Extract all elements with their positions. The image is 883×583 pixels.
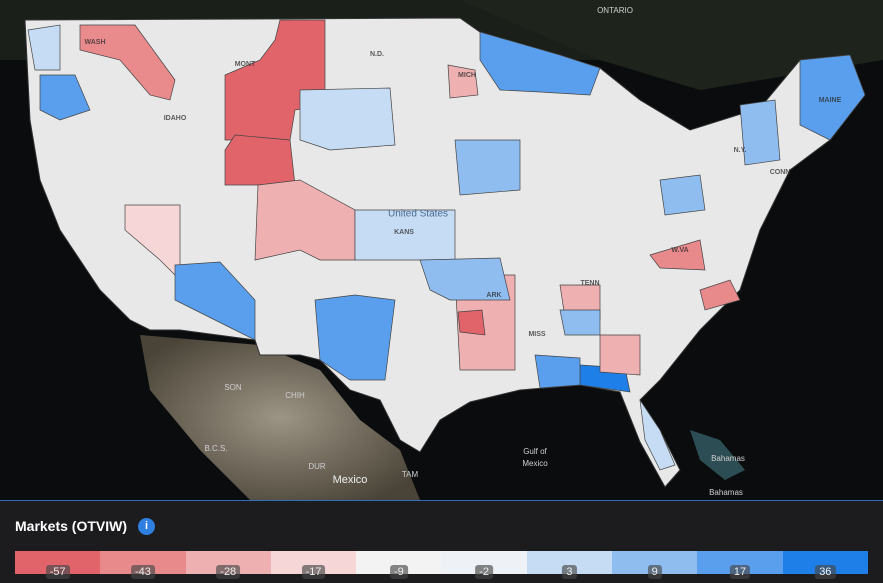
legend-label: -17	[301, 565, 326, 579]
map-label: WASH	[85, 39, 106, 46]
info-icon[interactable]: i	[138, 518, 155, 535]
legend-swatch: -2	[441, 551, 527, 579]
legend-label: -28	[216, 565, 241, 579]
map-label: N.Y.	[734, 147, 747, 154]
map-label: CONN	[770, 169, 791, 176]
map-label: MONT	[235, 61, 256, 68]
map-label: Gulf of	[523, 447, 547, 456]
legend-label: -2	[475, 565, 494, 579]
legend-label: 9	[647, 565, 662, 579]
map-label: ARK	[486, 292, 501, 299]
legend-label: -43	[130, 565, 155, 579]
map-label: W.VA	[671, 247, 688, 254]
map-label: DUR	[308, 462, 326, 471]
map-label: Bahamas	[711, 454, 745, 463]
legend-label: -9	[389, 565, 408, 579]
legend-swatch: -43	[100, 551, 186, 579]
legend-swatch: -28	[185, 551, 271, 579]
map-label: KANS	[394, 229, 414, 236]
legend-title: Markets (OTVIW)	[15, 518, 128, 534]
legend-swatch: -17	[270, 551, 357, 579]
map-label: TENN	[580, 280, 599, 287]
legend-swatch: 17	[697, 551, 783, 579]
map-label: MISS	[528, 331, 545, 338]
legend-label: -57	[45, 565, 70, 579]
legend-scale: -57 -43 -28 -17 -9 -2 3 9 17 36	[15, 551, 868, 579]
map-label: Mexico	[522, 459, 548, 468]
legend-label: 17	[729, 565, 751, 579]
map-label: MICH	[458, 72, 476, 79]
legend-swatch: 36	[782, 551, 868, 579]
map-label: SON	[224, 383, 242, 392]
legend-swatch: 9	[612, 551, 698, 579]
map-label: Mexico	[333, 474, 368, 486]
map-label: United States	[388, 209, 448, 220]
map: ONTARIO WASH MONT N.D. IDAHO MICH United State…	[0, 0, 883, 500]
map-label: IDAHO	[164, 115, 187, 122]
legend-label: 36	[815, 565, 836, 579]
map-label: B.C.S.	[204, 444, 227, 453]
map-label: ONTARIO	[597, 6, 633, 15]
map-label: CHIH	[285, 391, 305, 400]
map-label: MAINE	[819, 97, 842, 104]
market-regions	[27, 19, 866, 471]
map-label: TAM	[402, 470, 419, 479]
map-label: Bahamas	[709, 488, 743, 497]
map-label: N.D.	[370, 51, 384, 58]
legend: Markets (OTVIW) i -57 -43 -28 -17 -9 -2 3 9 17 36	[0, 500, 883, 583]
legend-swatch: -9	[356, 551, 442, 579]
legend-swatch: 3	[526, 551, 613, 579]
legend-swatch: -57	[15, 551, 101, 579]
legend-label: 3	[562, 565, 577, 579]
